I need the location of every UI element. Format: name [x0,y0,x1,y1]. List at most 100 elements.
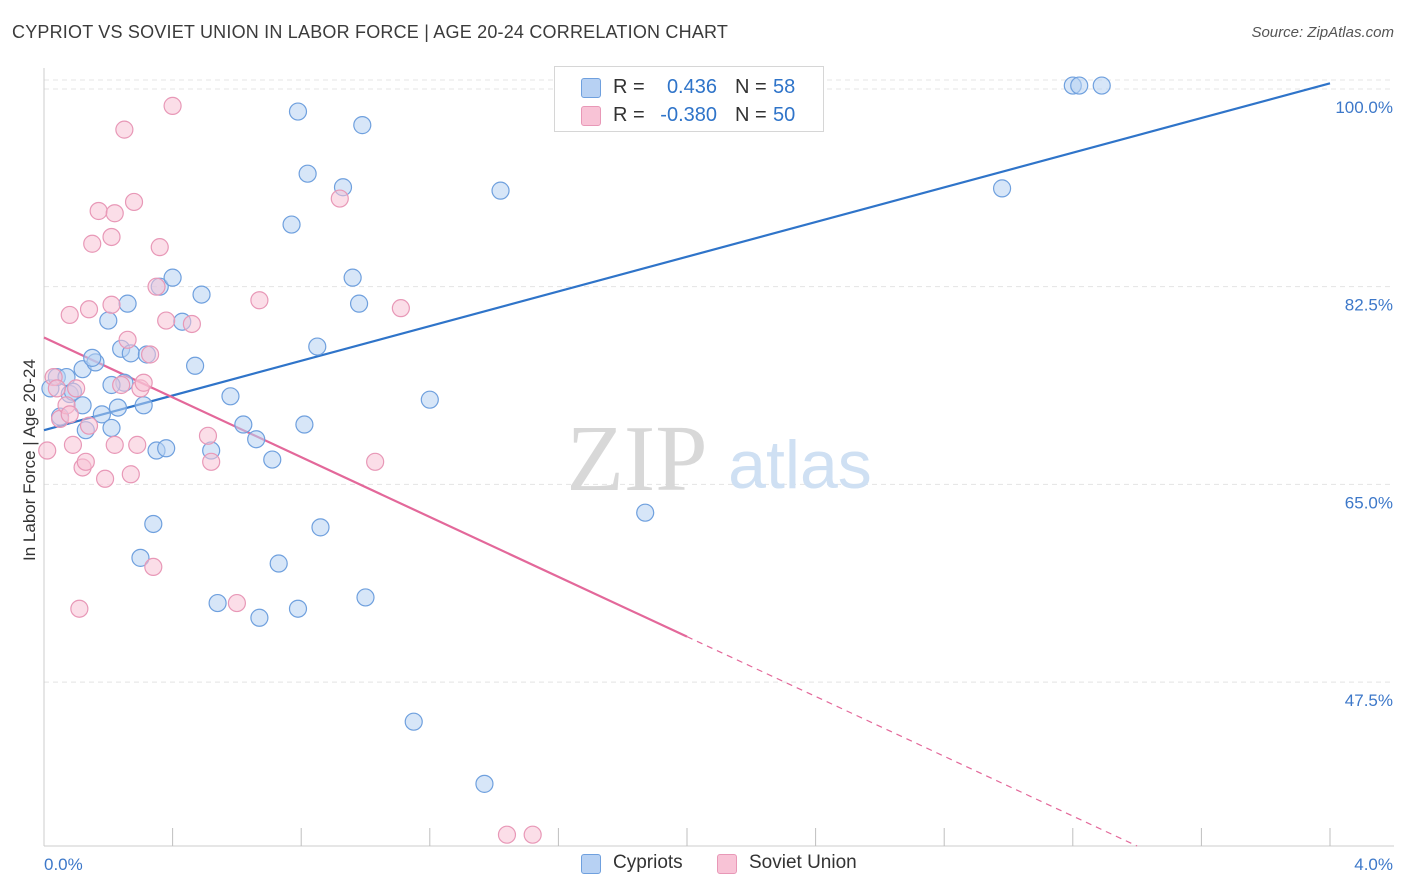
r-label: R = [613,76,645,98]
cypriots-point [131,548,150,567]
soviet-union-point [202,452,221,471]
stats-box: R = 0.436 N = 58 R = -0.380 N = 50 [554,66,824,132]
cypriots-point [343,268,362,287]
soviet-union-point [60,305,79,325]
cypriots-point [208,593,227,613]
soviet-union-point [330,189,349,208]
soviet-union-point [150,238,169,257]
soviet-union-point [140,345,160,364]
tick-labels: 100.0% 82.5% 65.0% 47.5% 0.0% 4.0% [44,98,1393,874]
cypriots-point [288,599,308,618]
soviet-union-point [83,234,102,253]
stats-row-soviet-union: R = -0.380 N = 50 [555,101,823,129]
cypriots-point [134,396,153,415]
y-tick-label: 65.0% [1345,493,1393,512]
cypriots-point [282,215,301,234]
chart-title: CYPRIOT VS SOVIET UNION IN LABOR FORCE |… [12,22,729,42]
soviet-union-point [134,373,153,392]
y-tick-label: 47.5% [1345,691,1393,710]
cypriots-point [353,116,372,135]
stats-swatch-pink [581,106,601,126]
cypriots-point [83,348,102,367]
soviet-union-point [63,435,83,454]
cypriots-point [186,356,205,375]
soviet-union-point [105,204,124,223]
x-tick-label: 0.0% [44,855,83,874]
n-value: 58 [773,76,796,98]
legend-label: Cypriots [613,852,683,873]
cypriots-point [1070,76,1089,95]
cypriots-point [102,418,121,438]
n-value: 50 [773,104,796,126]
cypriots-point [311,518,330,537]
y-tick-label: 100.0% [1335,98,1393,117]
soviet-union-point [38,441,57,460]
soviet-union-point [157,311,176,330]
cypriots-point [636,503,655,522]
cypriots-point [163,268,182,287]
cypriots-point [349,294,369,313]
soviet-union-point [121,465,140,484]
soviet-union-point [102,295,121,314]
soviet-union-point [227,593,246,613]
soviet-union-point [198,426,218,445]
soviet-union-point [497,825,517,844]
data-points [38,76,1111,844]
cypriots-point [192,285,211,304]
soviet-union-point [112,375,131,395]
n-label: N = [735,104,767,126]
soviet-union-point [523,825,542,844]
cypriots-point [356,588,375,607]
soviet-union-point [79,416,99,435]
cypriots-point [247,430,266,449]
cypriots-point [263,450,282,469]
legend-swatch-pink [717,854,737,874]
cypriots-trend-line [43,82,1331,432]
soviet-union-point [124,192,144,212]
r-value: -0.380 [660,104,717,126]
cypriots-point [491,181,510,200]
cypriots-point [475,774,494,793]
soviet-union-point [144,557,163,577]
cypriots-point [404,712,423,731]
r-label: R = [613,104,645,126]
cypriots-point [288,102,308,121]
legend-swatch-blue [581,854,601,874]
cypriots-point [250,608,269,627]
soviet-union-point [105,435,124,454]
cypriots-point [92,405,111,424]
cypriots-point [108,398,128,417]
y-tick-label: 82.5% [1345,296,1393,315]
soviet-union-point [47,379,66,398]
soviet-union-point [95,469,115,488]
r-value: 0.436 [666,76,717,98]
cypriots-point [308,337,327,356]
soviet-union-point [67,379,86,398]
soviet-union-trend-line-extension [686,636,1138,847]
cypriots-point [992,179,1012,198]
cypriots-point [221,387,240,406]
stats-row-cypriots: R = 0.436 N = 58 [555,73,823,101]
legend-label: Soviet Union [749,852,857,873]
cypriots-point [118,294,137,313]
soviet-union-point [60,405,79,424]
soviet-union-point [118,330,137,349]
soviet-union-point [115,120,134,139]
soviet-union-point [147,277,166,296]
soviet-union-point [76,452,95,471]
stats-swatch-blue [581,78,601,98]
cypriots-point [234,415,253,434]
soviet-union-point [250,291,269,310]
soviet-union-point [391,299,410,318]
cypriots-point [1092,76,1111,95]
cypriots-point [420,390,439,409]
soviet-union-point [366,452,385,471]
axes [43,68,1394,847]
cypriots-point [99,311,118,330]
x-tick-label: 4.0% [1354,855,1393,874]
n-label: N = [735,76,767,98]
gridlines [44,79,1394,683]
soviet-union-point [70,599,89,618]
watermark-atlas: atlas [728,427,872,503]
